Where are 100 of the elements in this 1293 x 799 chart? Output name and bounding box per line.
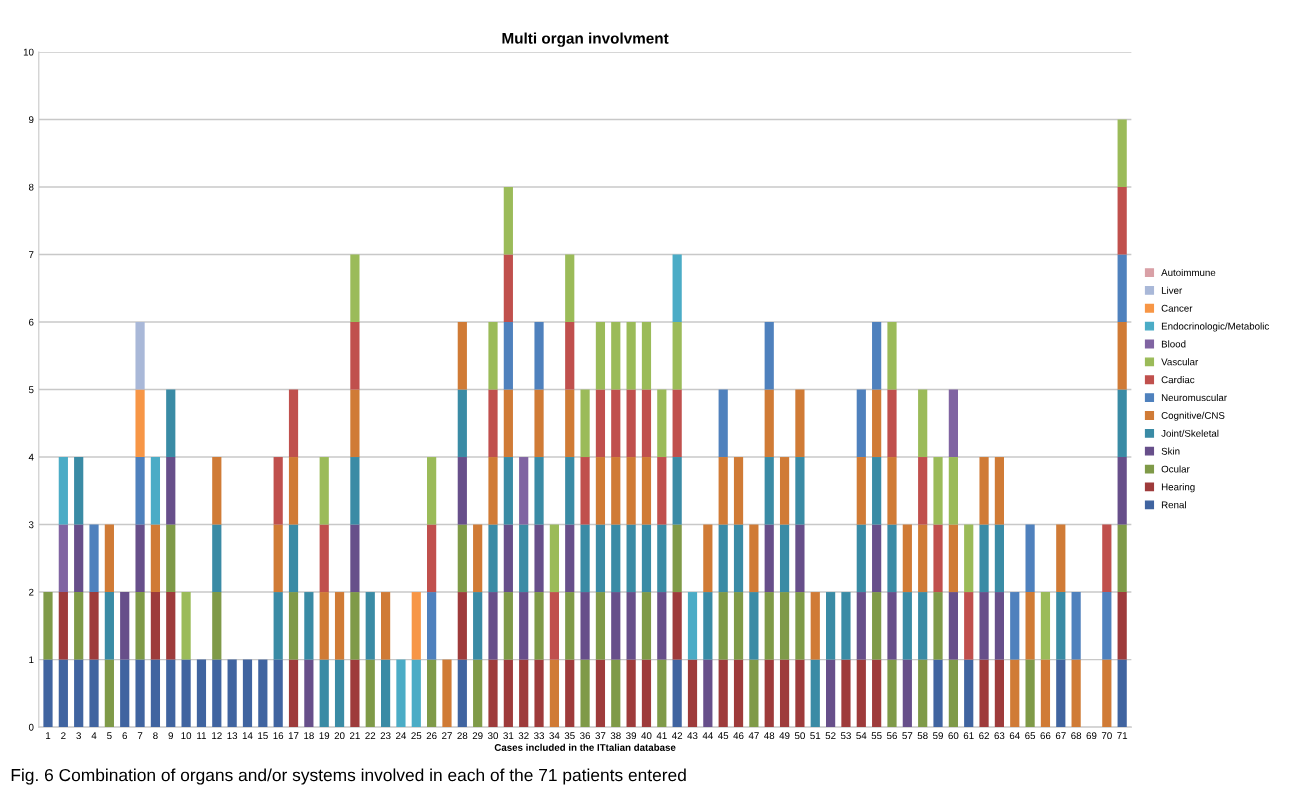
bar: [887, 389, 897, 458]
x-tick-label: 10: [181, 732, 192, 740]
x-tick-label: 49: [779, 732, 790, 740]
y-tick-label: 5: [28, 386, 34, 394]
bar: [795, 592, 805, 660]
bar: [611, 659, 621, 728]
bar: [58, 457, 68, 525]
y-tick-label: 3: [28, 521, 34, 529]
bar: [181, 592, 191, 660]
y-tick-label: 1: [29, 656, 34, 664]
bar: [427, 457, 437, 525]
bar: [994, 524, 1005, 593]
bar: [641, 322, 652, 390]
bar: [365, 659, 375, 728]
bar: [595, 524, 606, 593]
bar: [964, 659, 974, 728]
bar: [1117, 389, 1127, 458]
bar: [626, 457, 636, 525]
bar: [1025, 659, 1035, 728]
bar: [749, 659, 759, 728]
bar: [1117, 119, 1127, 187]
bar: [89, 524, 99, 593]
bar: [948, 524, 958, 593]
legend-label: Hearing: [1161, 483, 1195, 493]
bar: [902, 524, 912, 593]
bar: [1056, 659, 1066, 728]
bar: [580, 389, 590, 458]
bar: [595, 659, 606, 728]
bar: [273, 457, 283, 525]
bar: [273, 592, 283, 660]
bar: [979, 457, 989, 525]
bar: [641, 389, 652, 458]
x-tick-label: 41: [656, 732, 667, 739]
bar: [779, 524, 790, 593]
bar: [626, 659, 636, 728]
x-tick-label: 47: [748, 732, 759, 739]
bar: [565, 322, 575, 390]
bar: [611, 389, 621, 458]
bar: [503, 186, 513, 255]
bar: [733, 457, 744, 525]
legend-label: Cardiac: [1161, 376, 1195, 384]
bar: [580, 659, 590, 728]
bar: [519, 524, 529, 593]
x-tick-label: 70: [1101, 732, 1112, 740]
x-tick-label: 34: [549, 732, 560, 740]
y-tick-label: 9: [28, 116, 34, 124]
bar: [273, 524, 283, 593]
bar: [135, 592, 145, 660]
bar: [872, 592, 882, 660]
bar: [120, 592, 130, 660]
legend-label: Skin: [1161, 447, 1180, 455]
bar: [918, 457, 928, 525]
bar: [887, 322, 897, 390]
bar: [135, 659, 145, 728]
x-tick-label: 65: [1025, 732, 1036, 740]
bar: [826, 592, 836, 660]
bar: [473, 659, 483, 728]
bar: [718, 389, 728, 458]
x-tick-label: 4: [91, 732, 97, 739]
bar: [672, 457, 682, 525]
bar: [733, 592, 744, 660]
bar: [887, 592, 897, 660]
bar: [764, 322, 774, 390]
x-tick-label: 11: [197, 732, 207, 739]
bar: [380, 592, 391, 660]
bar: [350, 524, 360, 593]
x-tick-label: 27: [442, 732, 452, 739]
bar: [166, 659, 176, 728]
bar: [687, 659, 698, 728]
bar: [672, 322, 682, 390]
x-tick-label: 3: [76, 732, 81, 740]
bar: [810, 659, 820, 728]
bar: [764, 389, 774, 458]
x-tick-label: 38: [610, 732, 621, 740]
bar: [795, 524, 805, 593]
x-tick-label: 7: [137, 732, 143, 739]
bar: [718, 524, 728, 593]
bar: [902, 659, 912, 728]
bar: [887, 659, 897, 728]
legend-label: Neuromuscular: [1161, 393, 1227, 402]
bar: [135, 322, 145, 390]
x-tick-label: 9: [168, 732, 173, 740]
legend-label: Renal: [1161, 501, 1186, 509]
x-tick-label: 54: [856, 732, 867, 740]
bar: [212, 659, 222, 728]
x-tick-label: 53: [840, 732, 851, 740]
bar: [457, 524, 467, 593]
bar: [350, 254, 360, 322]
bar: [473, 592, 483, 660]
x-tick-label: 57: [902, 732, 913, 740]
legend-label: Vascular: [1161, 358, 1199, 366]
x-tick-label: 42: [671, 732, 683, 739]
bar: [795, 457, 805, 525]
bar: [779, 592, 790, 660]
bar: [488, 592, 498, 660]
bar: [411, 659, 421, 728]
bar: [334, 659, 345, 728]
x-tick-label: 20: [334, 732, 345, 740]
x-tick-label: 28: [457, 732, 468, 740]
bar: [841, 659, 851, 728]
